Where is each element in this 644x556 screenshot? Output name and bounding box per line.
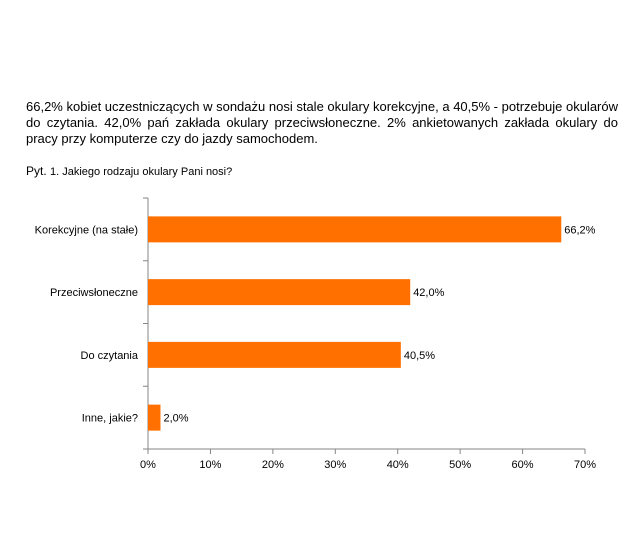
- bar: [148, 279, 411, 306]
- data-label: 42,0%: [413, 287, 444, 299]
- category-label: Korekcyjne (na stałe): [35, 224, 138, 236]
- x-tick-label: 40%: [387, 459, 409, 471]
- x-tick-label: 50%: [449, 459, 471, 471]
- data-label: 2,0%: [163, 413, 188, 425]
- bar: [148, 216, 562, 243]
- category-label: Do czytania: [81, 350, 139, 362]
- category-label: Inne, jakie?: [82, 413, 138, 425]
- x-tick-label: 60%: [512, 459, 534, 471]
- data-label: 40,5%: [404, 350, 435, 362]
- x-tick-label: 70%: [574, 459, 596, 471]
- question-prefix: Pyt.: [26, 164, 47, 178]
- question-title: Pyt. 1. Jakiego rodzaju okulary Pani nos…: [26, 163, 232, 180]
- x-tick-label: 30%: [324, 459, 346, 471]
- x-tick-label: 20%: [262, 459, 284, 471]
- x-tick-label: 10%: [199, 459, 221, 471]
- bar: [148, 404, 161, 431]
- category-label: Przeciwsłoneczne: [50, 287, 138, 299]
- x-tick-label: 0%: [140, 459, 156, 471]
- bar: [148, 341, 401, 368]
- question-text: 1. Jakiego rodzaju okulary Pani nosi?: [50, 166, 233, 178]
- data-label: 66,2%: [564, 224, 595, 236]
- intro-paragraph: 66,2% kobiet uczestniczących w sondażu n…: [26, 99, 618, 146]
